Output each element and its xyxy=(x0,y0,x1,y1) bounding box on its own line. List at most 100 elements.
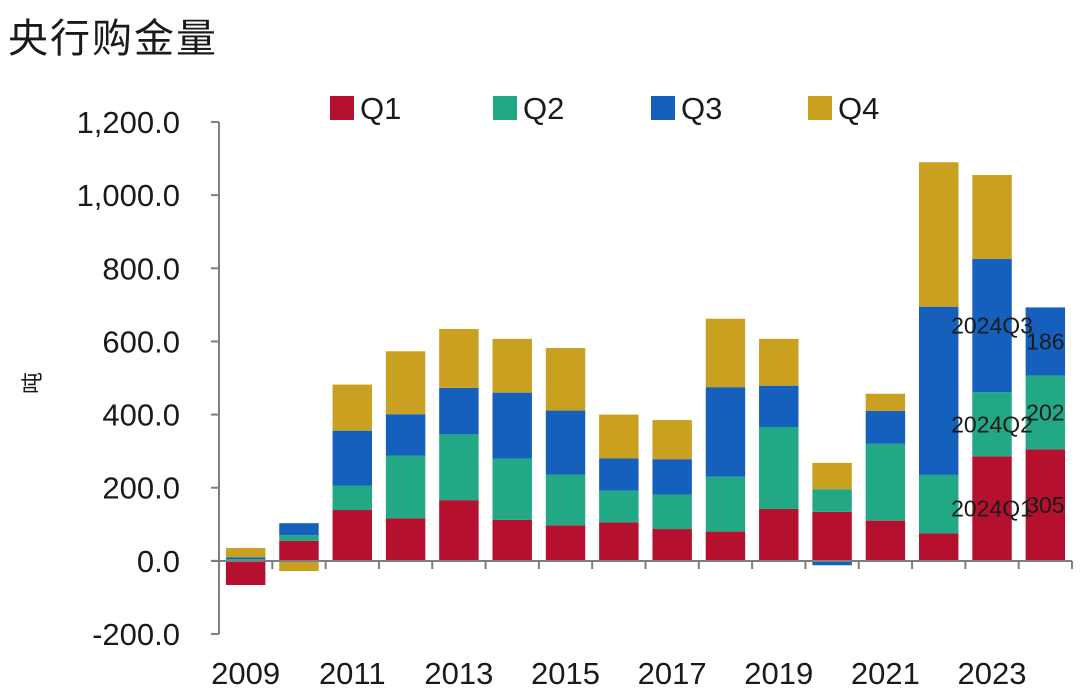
y-axis-label: 吨 xyxy=(21,372,46,394)
legend-label-q2: Q2 xyxy=(523,91,564,126)
legend-label-q4: Q4 xyxy=(838,91,879,126)
bar-segment-q3 xyxy=(492,392,532,459)
bar-segment-q2 xyxy=(1025,375,1066,450)
bar-segment-q2 xyxy=(918,474,959,534)
bar-segment-q1 xyxy=(652,529,692,561)
bar-segment-q4 xyxy=(492,338,532,393)
bar-segment-q3 xyxy=(705,387,746,477)
bar-segment-q2 xyxy=(225,559,266,561)
x-ticks: 2009 2011 2013 2015 2017 2019 2021 2023 xyxy=(211,561,1073,691)
bar-segment-q2 xyxy=(705,476,746,532)
bar-segment-q3 xyxy=(225,557,266,560)
bar-segment-q2 xyxy=(279,535,319,541)
legend: Q1 Q2 Q3 Q4 xyxy=(330,91,879,126)
x-tick-label: 2011 xyxy=(319,656,386,691)
bar-segment-q4 xyxy=(812,462,852,490)
bar-segment-q1 xyxy=(972,456,1012,561)
bar-segment-q3 xyxy=(812,560,852,566)
bar-segment-q4 xyxy=(545,348,586,411)
bar-segment-q4 xyxy=(865,393,906,411)
y-tick-label: 600.0 xyxy=(102,324,180,359)
bar-segment-q2 xyxy=(439,434,479,501)
bar-segment-q1 xyxy=(545,525,586,561)
bar-segment-q1 xyxy=(439,500,479,561)
x-tick-label: 2019 xyxy=(744,656,813,691)
bar-segment-q4 xyxy=(332,384,373,431)
bar-segment-q3 xyxy=(865,410,906,444)
x-tick-label: 2009 xyxy=(211,656,280,691)
data-annotation: 2024Q2 xyxy=(951,411,1033,437)
y-tick-label: 400.0 xyxy=(102,398,180,433)
y-tick-label: 1,200.0 xyxy=(77,105,180,140)
bar-segment-q3 xyxy=(759,385,799,428)
data-annotation: 202 xyxy=(1026,399,1064,425)
bar-segment-q4 xyxy=(972,175,1012,259)
bar-segment-q2 xyxy=(332,485,373,511)
bar-segment-q4 xyxy=(759,338,799,386)
bar-segment-q3 xyxy=(972,258,1012,393)
legend-swatch-q2 xyxy=(493,96,517,120)
y-tick-label: 0.0 xyxy=(137,544,180,579)
bars xyxy=(225,162,1066,585)
bar-segment-q1 xyxy=(279,540,319,561)
bar-segment-q4 xyxy=(652,420,692,460)
bar-segment-q2 xyxy=(385,455,426,519)
bar-segment-q4 xyxy=(918,162,959,307)
legend-swatch-q1 xyxy=(330,96,354,120)
y-tick-label: 800.0 xyxy=(102,251,180,286)
bar-segment-q2 xyxy=(545,474,586,526)
bar-segment-q2 xyxy=(599,490,639,523)
legend-label-q3: Q3 xyxy=(681,91,722,126)
bar-segment-q2 xyxy=(759,427,799,509)
x-tick-label: 2023 xyxy=(958,656,1027,691)
chart-title: 央行购金量 xyxy=(8,16,218,62)
axes xyxy=(211,122,1072,634)
y-tick-label: -200.0 xyxy=(92,617,180,652)
bar-segment-q1 xyxy=(865,520,906,561)
bar-segment-q4 xyxy=(279,560,319,572)
bar-segment-q1 xyxy=(705,531,746,561)
bar-segment-q1 xyxy=(492,519,532,561)
bar-segment-q2 xyxy=(865,443,906,521)
bar-segment-q1 xyxy=(385,518,426,561)
bar-segment-q1 xyxy=(225,560,266,585)
bar-segment-q3 xyxy=(1025,307,1066,376)
bar-segment-q3 xyxy=(918,306,959,475)
bar-segment-q2 xyxy=(972,392,1012,457)
bar-segment-q4 xyxy=(439,328,479,388)
bar-segment-q4 xyxy=(385,351,426,415)
bar-segment-q3 xyxy=(279,523,319,536)
bar-segment-q2 xyxy=(652,494,692,530)
bar-segment-q1 xyxy=(759,508,799,561)
x-tick-label: 2015 xyxy=(531,656,600,691)
y-tick-label: 1,000.0 xyxy=(77,178,180,213)
x-tick-label: 2021 xyxy=(851,656,920,691)
bar-segment-q3 xyxy=(545,410,586,475)
bar-segment-q1 xyxy=(599,522,639,561)
bar-segment-q3 xyxy=(652,459,692,495)
bar-segment-q1 xyxy=(1025,449,1066,561)
data-annotation: 305 xyxy=(1026,492,1064,518)
bar-segment-q1 xyxy=(918,533,959,561)
bar-segment-q2 xyxy=(812,489,852,512)
bar-segment-q4 xyxy=(225,548,266,558)
bar-segment-q3 xyxy=(385,414,426,456)
bar-segment-q1 xyxy=(812,511,852,561)
x-tick-label: 2017 xyxy=(638,656,707,691)
bar-segment-q3 xyxy=(599,458,639,491)
legend-swatch-q3 xyxy=(651,96,675,120)
data-annotation: 2024Q1 xyxy=(951,496,1033,522)
bar-segment-q4 xyxy=(705,318,746,388)
data-annotation: 186 xyxy=(1026,328,1064,354)
bar-segment-q2 xyxy=(492,458,532,520)
y-ticks: -200.0 0.0 200.0 400.0 600.0 800.0 1,000.0 1,20… xyxy=(77,105,219,652)
y-tick-label: 200.0 xyxy=(102,471,180,506)
x-tick-label: 2013 xyxy=(424,656,493,691)
data-annotation: 2024Q3 xyxy=(951,313,1033,339)
bar-segment-q3 xyxy=(332,430,373,486)
legend-label-q1: Q1 xyxy=(360,91,401,126)
bar-segment-q4 xyxy=(599,414,639,459)
legend-swatch-q4 xyxy=(808,96,832,120)
